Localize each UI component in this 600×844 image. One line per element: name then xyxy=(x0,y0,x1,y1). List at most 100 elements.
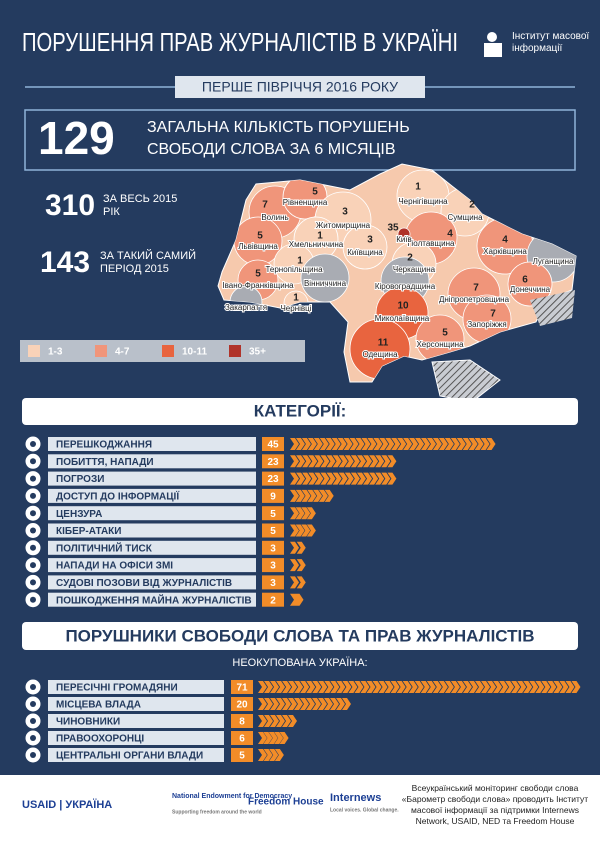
footer xyxy=(0,775,600,844)
row-value: 20 xyxy=(236,700,248,711)
region-name: Харківщина xyxy=(483,247,527,256)
region-name: Одещина xyxy=(362,350,398,359)
region-name: Дніпропетровщина xyxy=(439,295,510,304)
row-label: ЦЕНЗУРА xyxy=(56,509,102,520)
period-value: 143 xyxy=(40,246,90,279)
row-label: ПЕРЕСІЧНІ ГРОМАДЯНИ xyxy=(56,683,178,694)
total-value: 129 xyxy=(38,112,115,164)
occupied-east xyxy=(530,290,575,326)
region-value: 1 xyxy=(317,231,323,242)
label-box xyxy=(48,592,256,607)
region-value: 5 xyxy=(442,328,448,339)
icon-glyph xyxy=(30,544,36,551)
bar xyxy=(290,524,316,537)
region-area xyxy=(342,224,388,270)
row-value: 8 xyxy=(239,717,245,728)
row-value: 5 xyxy=(270,526,276,537)
region-name: Закарпаття xyxy=(225,303,267,312)
region-name: Львівщина xyxy=(238,242,278,251)
violators-subtitle: НЕОКУПОВАНА УКРАЇНА: xyxy=(232,657,367,669)
legend-label: 1-3 xyxy=(48,347,63,358)
categories-header xyxy=(22,398,578,425)
label-box xyxy=(48,488,256,503)
footer-logo: Supporting freedom around the world xyxy=(172,809,262,815)
region-name: Сумщина xyxy=(447,213,483,222)
region-name: Житомирщина xyxy=(316,221,371,230)
region-name: Донеччина xyxy=(510,285,551,294)
bar xyxy=(290,489,334,502)
label-box xyxy=(48,523,256,538)
region-name: Тернопільщина xyxy=(265,265,323,274)
label-box xyxy=(48,471,256,486)
title: ПОРУШЕННЯ ПРАВ ЖУРНАЛІСТІВ В УКРАЇНІ xyxy=(22,27,458,57)
row-label: КІБЕР-АТАКИ xyxy=(56,526,121,537)
row-value: 6 xyxy=(239,734,245,745)
region-value: 1 xyxy=(293,293,299,304)
region-value: 6 xyxy=(522,275,528,286)
row-label: ПЕРЕШКОДЖАННЯ xyxy=(56,440,152,451)
label-box xyxy=(48,680,224,694)
row-label: НАПАДИ НА ОФІСИ ЗМІ xyxy=(56,561,173,572)
region-name: Київ xyxy=(396,235,412,244)
period-label: ЗА ТАКИЙ САМИЙ ПЕРІОД 2015 xyxy=(100,250,197,275)
footer-logo: National Endowment for Democracy xyxy=(172,793,292,800)
row-value: 3 xyxy=(270,561,276,572)
region-value: 11 xyxy=(378,338,389,349)
region-value: 3 xyxy=(342,207,348,218)
value-box xyxy=(262,592,284,607)
label-box xyxy=(48,697,224,711)
logo-mark xyxy=(484,43,502,57)
legend-label: 10-11 xyxy=(182,347,207,358)
row-label: ПРАВООХОРОНЦІ xyxy=(56,734,144,745)
icon-glyph xyxy=(30,752,36,758)
bar xyxy=(290,576,306,589)
region-name: Кіровоградщина xyxy=(375,282,436,291)
bar xyxy=(290,593,304,606)
icon-glyph xyxy=(30,510,36,517)
icon-glyph xyxy=(30,701,36,707)
value-box xyxy=(262,523,284,538)
label-box xyxy=(48,506,256,521)
row-value: 3 xyxy=(270,578,276,589)
row-label: ЦЕНТРАЛЬНІ ОРГАНИ ВЛАДИ xyxy=(56,751,203,762)
row-label: ПОЛІТИЧНИЙ ТИСК xyxy=(56,541,153,554)
violators-title: ПОРУШНИКИ СВОБОДИ СЛОВА ТА ПРАВ ЖУРНАЛІС… xyxy=(65,626,534,645)
row-value: 2 xyxy=(270,595,276,606)
icon-glyph xyxy=(30,684,36,690)
icon-glyph xyxy=(30,492,36,499)
bar xyxy=(290,472,397,485)
value-box xyxy=(262,558,284,573)
bar xyxy=(258,732,289,744)
bar xyxy=(258,681,581,693)
label-box xyxy=(48,540,256,555)
legend-label: 4-7 xyxy=(115,347,130,358)
label-box xyxy=(48,731,224,745)
bar xyxy=(290,507,316,520)
region-value: 7 xyxy=(262,200,268,211)
region-name: Черкащина xyxy=(393,265,436,274)
footer-logo: Freedom House xyxy=(248,797,324,808)
row-value: 5 xyxy=(270,509,276,520)
value-box xyxy=(262,454,284,469)
row-value: 23 xyxy=(267,474,279,485)
bar xyxy=(258,749,284,761)
row-label: ПОБИТТЯ, НАПАДИ xyxy=(56,457,154,468)
year-label: ЗА ВЕСЬ 2015 РІК xyxy=(103,193,178,218)
icon-glyph xyxy=(30,475,36,482)
row-label: СУДОВІ ПОЗОВИ ВІД ЖУРНАЛІСТІВ xyxy=(56,578,232,589)
region-area xyxy=(507,261,553,307)
period-box xyxy=(175,76,425,98)
bar xyxy=(290,455,397,468)
label-box xyxy=(48,575,256,590)
footer-note: Всеукраїнський моніторинг свободи слова … xyxy=(401,783,589,826)
label-box xyxy=(48,454,256,469)
value-box xyxy=(231,680,253,694)
region-name: Полтавщина xyxy=(408,239,455,248)
violators-header xyxy=(22,622,578,650)
label-box xyxy=(48,748,224,762)
region-value: 4 xyxy=(502,235,508,246)
region-value: 35 xyxy=(387,223,399,234)
region-value: 7 xyxy=(473,283,479,294)
region-value: 5 xyxy=(257,231,263,242)
